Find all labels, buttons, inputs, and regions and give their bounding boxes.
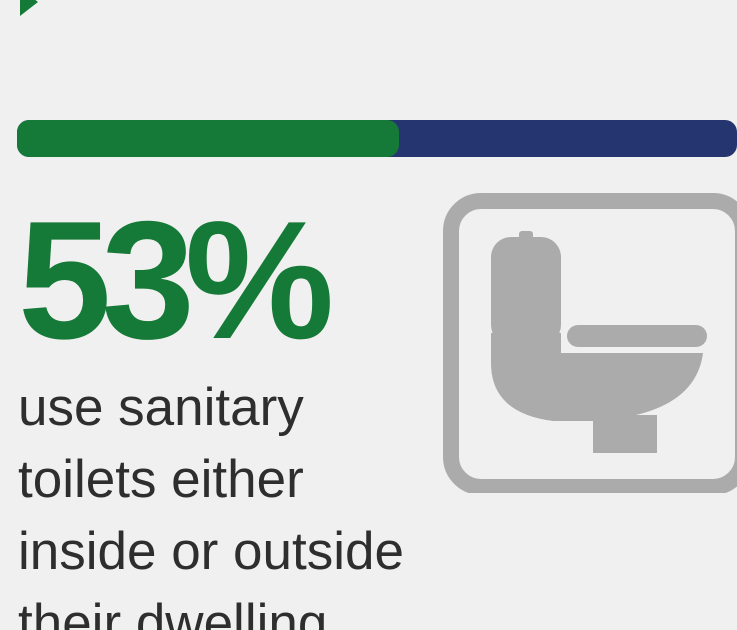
header-arrow-icon — [20, 0, 38, 16]
stat-description: use sanitary toilets either inside or ou… — [18, 372, 448, 630]
page-title: LIFE ESSENTIALS — [88, 0, 644, 10]
progress-bar — [17, 120, 737, 157]
stat-percent: 53% — [18, 186, 334, 374]
stat-description-line: use sanitary — [18, 378, 304, 437]
toilet-icon — [443, 193, 737, 493]
stat-description-line: their dwelling — [18, 594, 328, 630]
stat-description-line: inside or outside — [18, 522, 404, 581]
progress-bar-fill — [17, 120, 399, 157]
stat-description-line: toilets either — [18, 450, 304, 509]
